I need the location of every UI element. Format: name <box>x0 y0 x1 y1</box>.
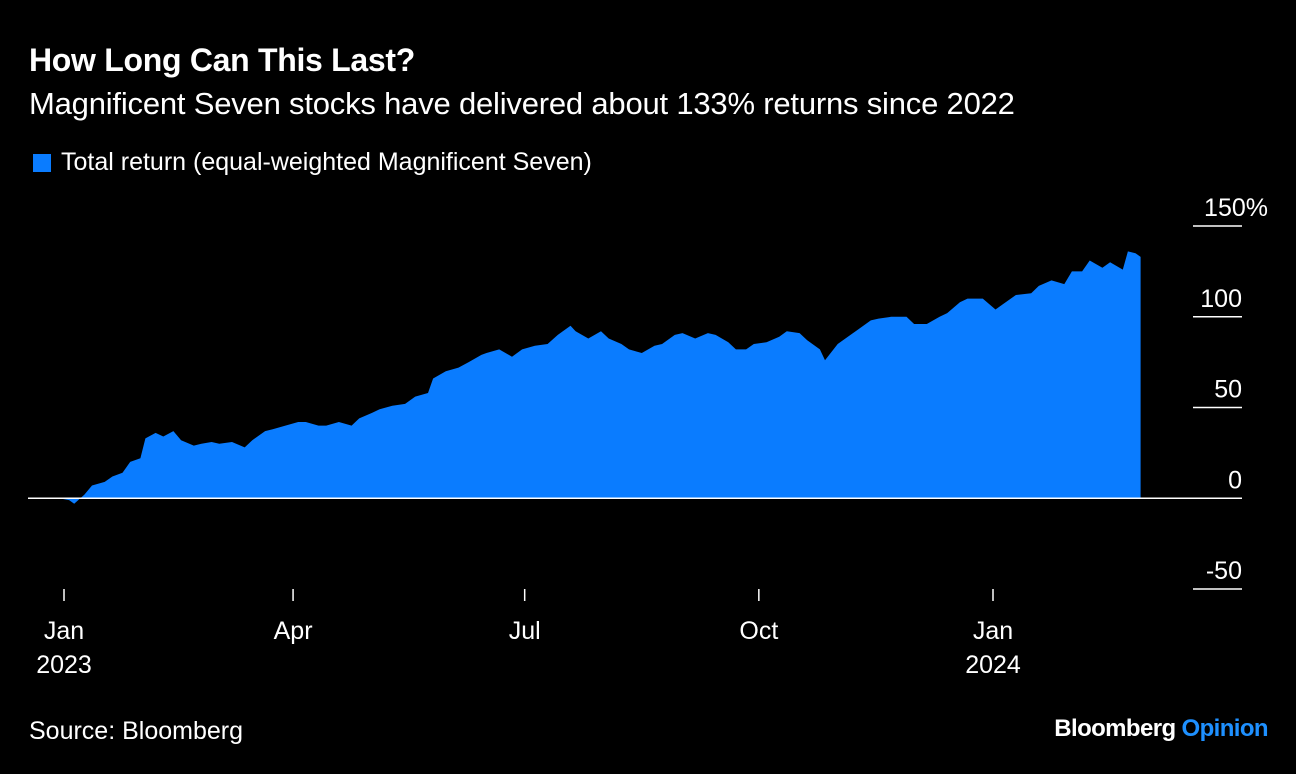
brand-logo: Bloomberg Opinion <box>1054 715 1268 743</box>
y-tick-label: -50 <box>1206 557 1242 585</box>
x-tick-year-label: 2023 <box>36 651 92 679</box>
y-tick-label: 0 <box>1228 466 1242 494</box>
y-tick-label: 50 <box>1214 376 1242 404</box>
brand-section: Opinion <box>1181 715 1269 742</box>
x-tick-year-label: 2024 <box>965 651 1021 679</box>
x-tick-label: Jan <box>44 617 84 645</box>
y-tick-label: 100 <box>1200 285 1242 313</box>
chart-title: How Long Can This Last? <box>29 42 415 78</box>
x-axis: Jan 2023 Apr Jul Oct Jan 2024 <box>36 589 1021 679</box>
x-tick-label: Jul <box>509 617 541 645</box>
legend-label: Total return (equal-weighted Magnificent… <box>61 148 592 176</box>
y-axis: 150% 100 50 0 -50 <box>1193 194 1268 590</box>
chart-subtitle: Magnificent Seven stocks have delivered … <box>29 86 1015 121</box>
x-tick-label: Jan <box>973 617 1013 645</box>
source-note: Source: Bloomberg <box>29 717 244 745</box>
legend-swatch <box>33 153 51 172</box>
legend: Total return (equal-weighted Magnificent… <box>33 148 592 177</box>
x-tick-label: Apr <box>274 617 313 645</box>
x-tick-label: Oct <box>739 617 778 645</box>
series-area-total-return <box>58 251 1141 504</box>
brand-name: Bloomberg <box>1054 715 1176 742</box>
y-tick-label: 150% <box>1204 194 1268 222</box>
